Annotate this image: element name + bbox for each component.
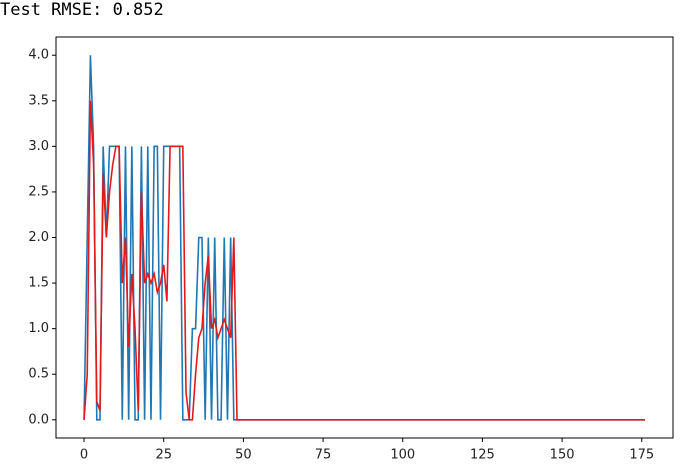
y-tick-label: 2.0: [28, 230, 49, 245]
x-tick-label: 25: [155, 448, 172, 463]
y-tick-label: 3.5: [28, 93, 49, 108]
x-tick-label: 175: [629, 448, 654, 463]
y-tick-label: 3.0: [28, 139, 49, 154]
y-tick-label: 1.0: [28, 321, 49, 336]
series-line: [83, 55, 645, 421]
y-tick-label: 1.5: [28, 276, 49, 291]
x-tick-label: 0: [80, 448, 88, 463]
plot-frame: [55, 36, 674, 439]
x-tick-label: 125: [470, 448, 495, 463]
y-tick-label: 2.5: [28, 184, 49, 199]
y-tick-label: 0.5: [28, 367, 49, 382]
series-line: [83, 100, 645, 421]
x-tick-label: 50: [235, 448, 252, 463]
y-tick-label: 0.0: [28, 412, 49, 427]
x-tick-label: 100: [390, 448, 415, 463]
x-tick-label: 75: [315, 448, 332, 463]
console-text: Test RMSE: 0.852: [0, 0, 164, 20]
x-tick-label: 150: [550, 448, 575, 463]
y-tick-label: 4.0: [28, 48, 49, 63]
